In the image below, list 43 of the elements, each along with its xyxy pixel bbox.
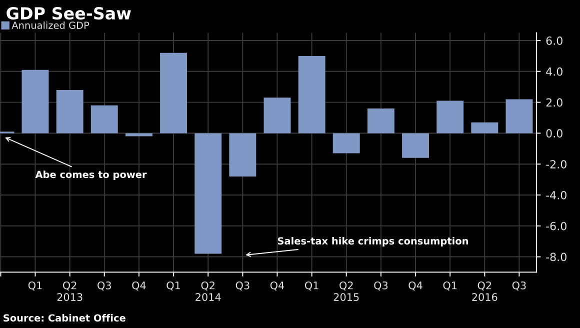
y-tick-label: 6.0	[546, 36, 562, 45]
annotation: Abe comes to power	[35, 170, 147, 180]
x-tick-label: Q4	[132, 281, 146, 291]
bar	[332, 133, 360, 154]
y-tick-label: -2.0	[546, 160, 566, 168]
x-tick-label: Q3	[374, 281, 388, 291]
bar	[125, 133, 152, 136]
bar	[229, 133, 256, 176]
legend-label: Annualized GDP	[12, 21, 90, 29]
x-tick-label: Q2 2016	[472, 281, 498, 301]
y-tick-label: -6.0	[546, 222, 566, 230]
y-tick-label: 2.0	[546, 98, 562, 107]
bar	[90, 105, 118, 134]
bar	[264, 98, 291, 134]
x-tick-label: Q2 2014	[196, 281, 221, 301]
bar	[298, 56, 326, 134]
x-tick-label: Q2 2015	[334, 281, 359, 301]
bar	[56, 90, 84, 134]
chart-title: GDP See-Saw	[6, 6, 131, 20]
y-tick-label: -8.0	[546, 252, 566, 262]
y-tick-label: -4.0	[546, 190, 566, 200]
x-tick-label: Q1	[443, 281, 457, 291]
x-tick-label: Q3	[98, 281, 111, 291]
bar	[194, 133, 222, 254]
source-note: Source: Cabinet Office	[4, 314, 126, 322]
bar	[436, 100, 464, 134]
x-tick-label: Q2 2013	[57, 281, 82, 301]
annotation: Sales-tax hike crimps consumption	[278, 237, 468, 246]
x-tick-label: Q1	[166, 281, 180, 291]
x-tick-label: Q3	[512, 281, 526, 291]
y-tick-label: 0.0	[546, 129, 562, 138]
x-tick-label: Q4	[270, 281, 284, 291]
bar	[22, 70, 49, 134]
x-tick-label: Q4	[408, 281, 422, 291]
y-tick-label: 4.0	[546, 67, 562, 76]
x-tick-label: Q3	[236, 281, 250, 291]
bar	[402, 133, 429, 158]
x-tick-label: Q1	[304, 281, 318, 291]
x-tick-label: Q1	[28, 281, 42, 291]
bar	[506, 99, 533, 134]
bar	[471, 122, 498, 134]
bar	[160, 52, 188, 134]
bar	[367, 108, 394, 134]
